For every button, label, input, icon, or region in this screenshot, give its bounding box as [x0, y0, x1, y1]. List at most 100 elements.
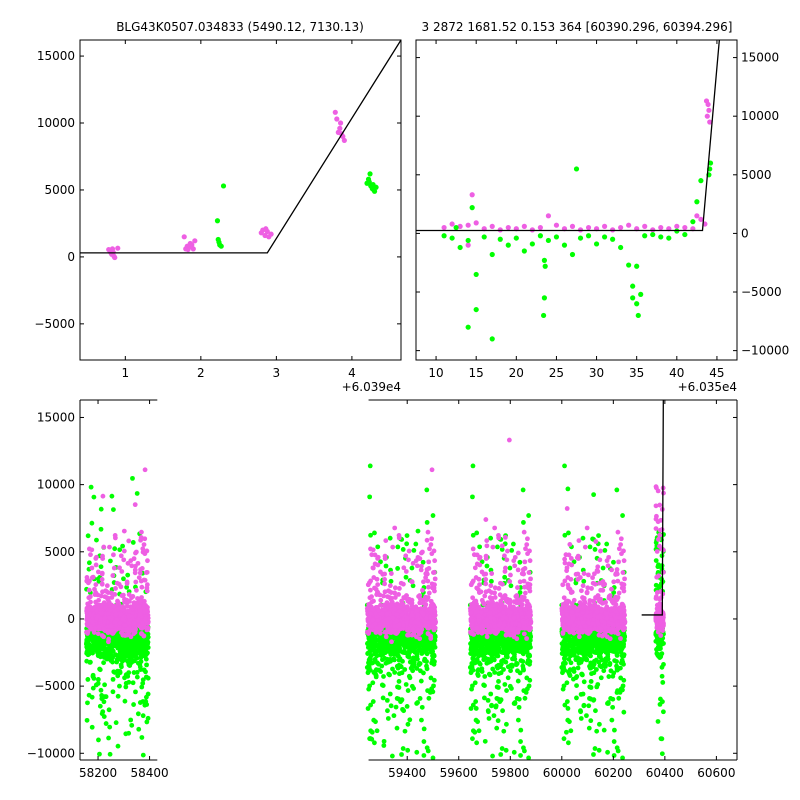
data-point-green: [134, 674, 140, 680]
data-point-magenta: [394, 618, 400, 624]
data-point-green: [115, 693, 121, 699]
data-point-magenta: [508, 572, 513, 578]
data-point-magenta: [125, 560, 131, 566]
data-point-green: [98, 654, 103, 660]
data-point-green: [391, 713, 397, 719]
data-point-green: [527, 677, 533, 683]
data-point-magenta: [139, 565, 145, 571]
data-point-green: [470, 638, 475, 644]
data-point-magenta: [375, 554, 381, 560]
data-point-green: [525, 643, 531, 648]
data-point-green: [109, 493, 115, 499]
data-point-green: [484, 778, 489, 783]
data-point-magenta: [449, 221, 455, 227]
data-point-magenta: [499, 543, 505, 549]
data-point-green: [486, 671, 492, 677]
data-point-green: [102, 682, 107, 688]
data-point-magenta: [515, 585, 520, 590]
data-point-magenta: [100, 553, 105, 559]
data-point-green: [501, 728, 507, 734]
data-point-magenta: [417, 600, 423, 606]
data-point-magenta: [398, 580, 404, 586]
data-point-green: [90, 685, 96, 691]
data-point-green: [514, 661, 520, 666]
data-point-magenta: [390, 629, 396, 635]
data-point-magenta: [412, 619, 418, 625]
data-point-magenta: [112, 532, 118, 538]
data-point-magenta: [426, 565, 432, 571]
data-point-green: [370, 699, 376, 704]
data-point-green: [424, 666, 430, 672]
data-point-green: [91, 494, 97, 500]
data-point-green: [390, 666, 395, 672]
data-point-green: [490, 666, 496, 672]
data-point-green: [387, 535, 393, 541]
data-point-magenta: [426, 584, 431, 590]
data-point-green: [134, 491, 140, 496]
data-point-green: [489, 703, 494, 709]
data-point-magenta: [135, 617, 141, 623]
data-point-green: [526, 513, 532, 518]
data-point-green: [87, 635, 93, 641]
data-point-magenta: [137, 598, 143, 604]
data-point-green: [400, 547, 406, 552]
data-point-green: [487, 639, 493, 645]
data-point-magenta: [421, 579, 426, 585]
data-point-green: [140, 677, 146, 683]
data-point-magenta: [111, 552, 116, 558]
data-point-green: [406, 673, 412, 679]
data-point-green: [93, 647, 99, 653]
data-point-magenta: [374, 625, 380, 631]
data-point-magenta: [389, 639, 394, 645]
data-point-magenta: [465, 242, 471, 248]
data-point-green: [421, 670, 426, 676]
data-point-green: [505, 242, 511, 248]
data-point-green: [497, 236, 503, 242]
data-point-green: [468, 706, 474, 711]
data-point-green: [404, 790, 409, 795]
data-point-magenta: [424, 537, 430, 543]
data-point-green: [495, 647, 501, 652]
data-point-green: [626, 262, 632, 268]
data-point-green: [140, 713, 146, 719]
data-point-green: [682, 231, 688, 238]
data-point-green: [503, 747, 509, 753]
data-point-green: [482, 738, 488, 744]
data-point-green: [84, 717, 90, 723]
data-point-green: [430, 689, 436, 695]
data-point-green: [214, 218, 221, 224]
data-point-magenta: [401, 565, 407, 571]
data-point-green: [561, 242, 568, 248]
data-point-magenta: [192, 238, 198, 244]
data-point-magenta: [469, 192, 475, 198]
data-point-magenta: [698, 216, 704, 222]
data-point-green: [414, 666, 420, 671]
data-point-green: [103, 721, 109, 726]
data-point-magenta: [385, 594, 390, 600]
data-point-magenta: [115, 245, 121, 251]
data-point-magenta: [383, 634, 389, 640]
data-point-green: [500, 708, 505, 714]
data-point-green: [123, 684, 129, 690]
data-point-green: [366, 641, 372, 647]
data-point-green: [109, 655, 115, 661]
data-point-magenta: [409, 597, 415, 603]
data-point-green: [520, 666, 526, 672]
data-point-magenta: [99, 577, 105, 582]
y-tick-label: −10000: [741, 344, 789, 358]
data-point-magenta: [411, 630, 417, 635]
data-point-magenta: [429, 467, 435, 473]
data-point-magenta: [111, 565, 117, 571]
y-tick-label: 10000: [37, 116, 75, 130]
data-point-green: [411, 660, 417, 666]
data-point-green: [421, 726, 427, 732]
data-point-magenta: [502, 535, 508, 540]
data-point-green: [475, 667, 481, 673]
data-point-green: [430, 657, 435, 662]
data-point-green: [475, 673, 481, 678]
data-point-green: [370, 182, 376, 188]
data-point-magenta: [95, 613, 101, 619]
data-point-green: [512, 643, 518, 649]
data-point-green: [139, 735, 145, 740]
data-point-green: [144, 662, 149, 668]
